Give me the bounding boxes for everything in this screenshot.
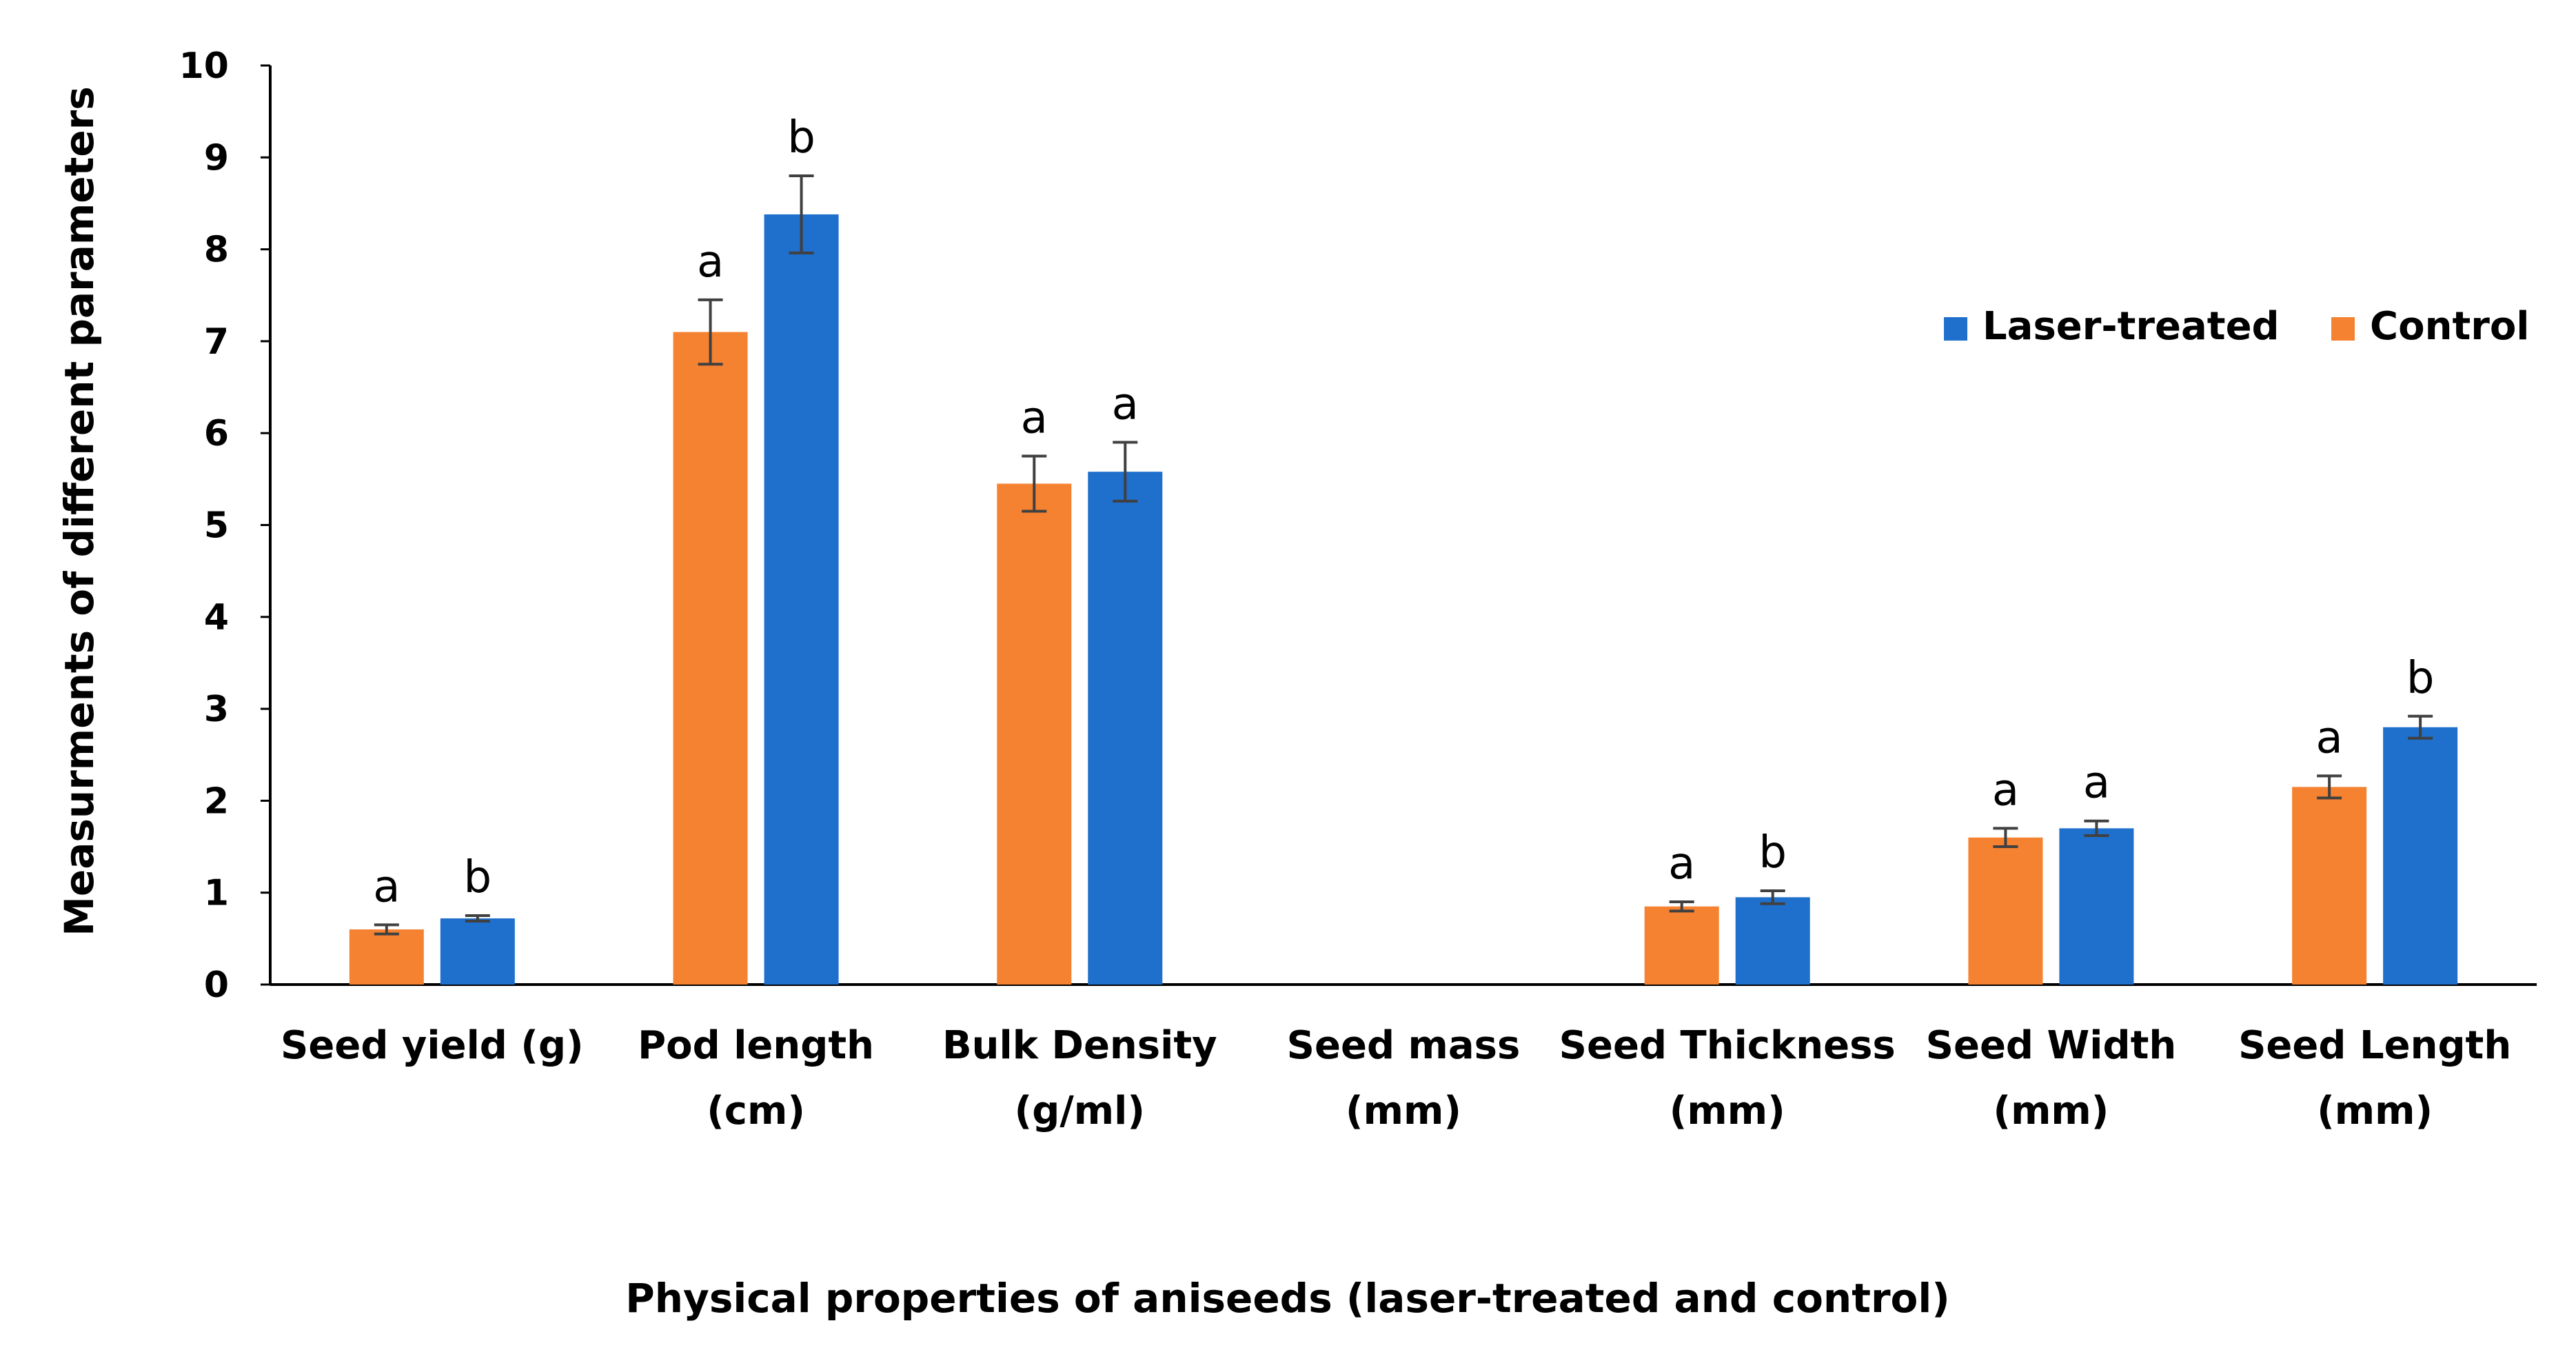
x-category-label: Seed yield (g)	[281, 1023, 584, 1068]
significance-label: a	[373, 861, 400, 912]
significance-label: a	[2083, 758, 2110, 809]
significance-label: a	[1668, 838, 1695, 889]
significance-label: b	[787, 112, 815, 163]
x-category-label: (g/ml)	[1015, 1089, 1145, 1133]
y-tick-label: 6	[204, 413, 229, 454]
bar-laser-treated	[764, 214, 839, 985]
bar-control	[2292, 787, 2367, 985]
legend-swatch	[2331, 317, 2355, 341]
x-category-label: (mm)	[1346, 1089, 1461, 1133]
y-tick-label: 1	[204, 873, 229, 914]
x-category-label: Seed Thickness	[1559, 1023, 1896, 1068]
x-category-label: Seed Width	[1926, 1023, 2177, 1068]
y-tick-label: 3	[204, 689, 229, 730]
significance-label: a	[1021, 393, 1048, 444]
bar-laser-treated	[1088, 472, 1163, 985]
x-category-label: Seed Length	[2238, 1023, 2511, 1068]
significance-label: a	[1992, 765, 2019, 816]
significance-label: b	[1758, 827, 1787, 878]
x-axis-title: Physical properties of aniseeds (laser-t…	[625, 1275, 1950, 1322]
y-tick-label: 7	[204, 321, 229, 363]
bar-control	[1968, 837, 2043, 985]
x-category-label: Bulk Density	[942, 1023, 1217, 1068]
y-tick-label: 10	[179, 46, 229, 87]
legend-label: Control	[2370, 304, 2530, 349]
significance-label: b	[2406, 653, 2435, 704]
x-category-label: (mm)	[1993, 1089, 2109, 1133]
bar-control	[673, 332, 748, 985]
y-tick-label: 4	[204, 597, 229, 638]
y-tick-label: 0	[204, 965, 229, 1006]
y-tick-label: 5	[204, 505, 229, 547]
y-axis-title: Measurments of different parameters	[56, 86, 103, 936]
bar-laser-treated	[440, 918, 515, 985]
y-tick-label: 8	[204, 230, 229, 271]
y-tick-label: 2	[204, 780, 229, 822]
significance-label: a	[2316, 712, 2343, 763]
bar-laser-treated	[2383, 727, 2458, 985]
x-category-label: (mm)	[1670, 1089, 1785, 1133]
bar-laser-treated	[1735, 897, 1810, 985]
bar-control	[1644, 906, 1719, 985]
legend-label: Laser-treated	[1982, 304, 2280, 349]
x-category-label: Seed mass	[1287, 1023, 1521, 1068]
significance-label: a	[1112, 379, 1139, 430]
x-category-label: (mm)	[2317, 1089, 2433, 1133]
x-category-label: (cm)	[707, 1089, 805, 1133]
y-tick-label: 9	[204, 137, 229, 179]
bar-laser-treated	[2059, 828, 2134, 985]
significance-label: a	[697, 236, 724, 288]
significance-label: b	[464, 852, 492, 903]
legend-swatch	[1944, 317, 1967, 341]
x-category-label: Pod length	[638, 1023, 874, 1068]
bar-control	[997, 483, 1072, 985]
bar-control	[349, 929, 424, 985]
